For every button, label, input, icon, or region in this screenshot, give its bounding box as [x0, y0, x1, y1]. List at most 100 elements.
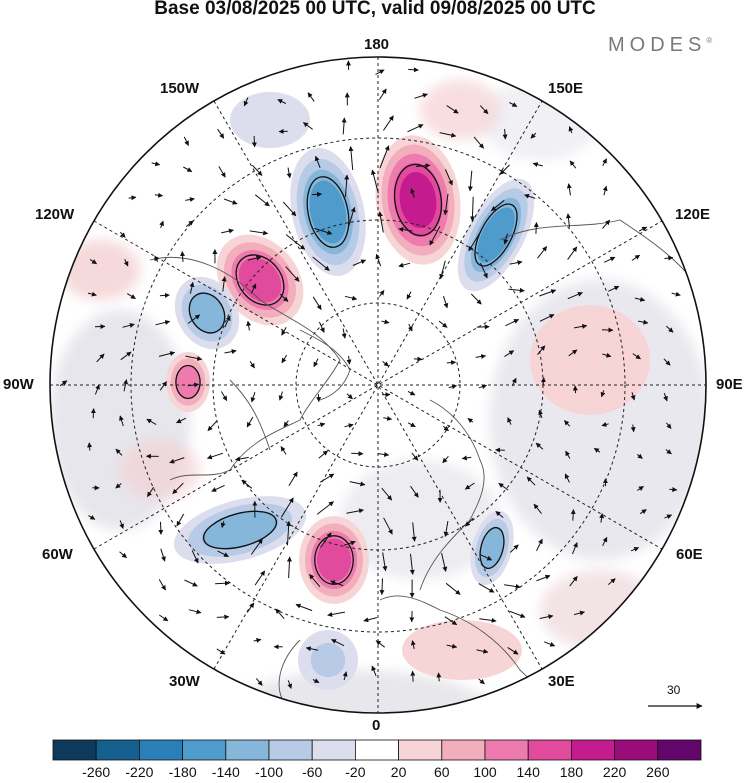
wind-vector [444, 169, 453, 186]
wind-vector [491, 199, 505, 212]
wind-vector [280, 446, 287, 455]
wind-vector [87, 291, 97, 297]
wind-vector [158, 579, 166, 591]
wind-vector [115, 483, 122, 489]
lon-label-150w: 150W [160, 80, 200, 97]
anomaly-contour [484, 534, 500, 562]
wind-vector [607, 578, 616, 585]
wind-vector [216, 648, 226, 655]
circulation-contour [188, 292, 226, 334]
colorbar-segment [354, 739, 399, 761]
wind-vector [507, 646, 519, 655]
wind-vector [637, 319, 649, 325]
circulation-contour [306, 176, 350, 248]
wind-vector [251, 135, 257, 148]
wind-vector [446, 360, 457, 366]
wind-vector [159, 292, 170, 298]
wind-vector [639, 509, 647, 515]
wind-vector [285, 266, 300, 282]
wind-vector [341, 117, 347, 135]
wind-vector [530, 132, 537, 139]
wind-vector [442, 455, 449, 464]
wind-vector [630, 547, 640, 552]
colorbar-segment [484, 739, 529, 761]
lon-label-30w: 30W [169, 673, 200, 690]
wind-vector [184, 579, 198, 587]
wind-vector [159, 381, 168, 391]
wind-vector [288, 471, 298, 487]
wind-vector [414, 93, 428, 99]
wind-vector [665, 325, 674, 333]
wind-vector [444, 616, 458, 626]
wind-vector [379, 145, 390, 169]
anomaly-negative-40e [470, 510, 514, 586]
lon-label-180: 180 [364, 36, 390, 53]
wind-vector [436, 672, 442, 682]
wind-vector [638, 226, 648, 232]
wind-vector [565, 450, 571, 459]
wind-vector [448, 384, 457, 390]
lon-label-60w: 60W [42, 546, 73, 563]
wind-vector [468, 232, 481, 252]
wind-vector [160, 548, 166, 562]
wind-vector [169, 457, 185, 464]
wind-vector [151, 161, 161, 167]
wind-vector [382, 115, 394, 131]
wind-vector [565, 213, 571, 228]
colorbar-tick-label: -140 [211, 764, 240, 780]
wind-vector [185, 220, 194, 227]
wind-vector [478, 678, 485, 685]
wind-vector [406, 291, 412, 300]
wind-vector [307, 92, 315, 102]
wind-vector [544, 641, 556, 647]
wind-vector [443, 521, 449, 537]
wind-vector [96, 353, 105, 363]
wind-vector [283, 420, 289, 428]
wind-vector [250, 283, 257, 294]
wind-vector [666, 422, 672, 429]
wind-vector [408, 67, 419, 73]
wind-vector [569, 160, 577, 169]
colorbar-tick-label: -260 [82, 764, 111, 780]
wind-vector [410, 640, 416, 650]
wind-vector [510, 544, 519, 553]
wind-vector [302, 122, 313, 130]
wind-vector [363, 617, 378, 623]
wind-vector [286, 556, 292, 579]
wind-vector [215, 580, 230, 586]
wind-vector [407, 422, 416, 428]
wind-vector [309, 574, 321, 588]
wind-vector [220, 521, 226, 528]
wind-vector [278, 391, 284, 401]
wind-vector [122, 322, 135, 328]
anomaly-contour [483, 216, 509, 254]
wind-vector [224, 315, 231, 328]
wind-vector [480, 262, 488, 279]
wind-vector [409, 553, 415, 575]
anomaly-layer [166, 92, 650, 690]
wind-vector [411, 452, 419, 461]
colorbar-segment [95, 739, 140, 761]
wind-vector [279, 293, 289, 302]
wind-vector [185, 197, 195, 202]
wind-vector [312, 678, 320, 684]
wind-vector [536, 538, 543, 552]
wind-vector [540, 377, 546, 387]
wind-vector [281, 327, 287, 336]
colorbar-segment [614, 739, 659, 761]
wind-vector [438, 320, 448, 328]
wind-vector [479, 554, 493, 561]
wind-vector [469, 196, 475, 222]
wind-vector [280, 497, 294, 518]
wind-vector [327, 611, 345, 617]
wind-vector [246, 320, 252, 331]
wind-vector [224, 349, 237, 355]
colorbar-segment [311, 739, 356, 761]
wind-vector [146, 486, 155, 498]
wind-vector [632, 353, 641, 360]
wind-vector [246, 602, 255, 613]
lon-label-120w: 120W [35, 206, 75, 223]
wind-vector [88, 514, 96, 520]
wind-vector [636, 453, 643, 459]
wind-vector [377, 451, 390, 457]
